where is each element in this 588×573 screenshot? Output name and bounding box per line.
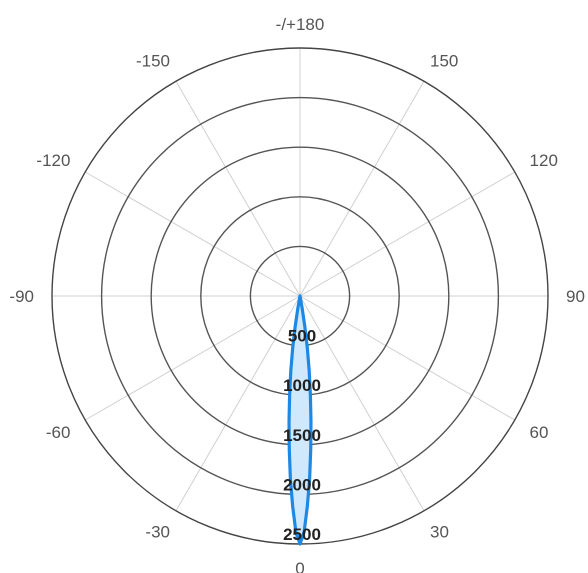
- angle-tick-label: 0: [295, 559, 304, 573]
- angle-tick-label: 150: [430, 51, 458, 70]
- radial-tick-label: 2000: [283, 475, 321, 494]
- spoke-5: [299, 295, 425, 512]
- angle-tick-label: 90: [566, 287, 585, 306]
- angle-tick-label: 30: [430, 523, 449, 542]
- angle-tick-label: -30: [145, 523, 170, 542]
- series-layer: [287, 294, 313, 546]
- spoke-11: [175, 80, 301, 297]
- spoke-2: [299, 171, 516, 297]
- angle-tick-label: -90: [9, 287, 34, 306]
- spoke-4: [299, 295, 516, 421]
- angle-tick-label: 60: [530, 423, 549, 442]
- radial-tick-label: 1000: [283, 376, 321, 395]
- radial-tick-label: 2500: [283, 525, 321, 544]
- spoke-10: [84, 171, 301, 297]
- angle-tick-label: 120: [530, 151, 558, 170]
- angle-tick-label: -/+180: [276, 15, 325, 34]
- angle-tick-label: -120: [36, 151, 70, 170]
- angle-tick-label: -150: [136, 51, 170, 70]
- spoke-1: [299, 80, 425, 297]
- spoke-8: [84, 295, 301, 421]
- radial-tick-label: 1500: [283, 426, 321, 445]
- angle-tick-label: -60: [46, 423, 71, 442]
- series-0-lobe: [287, 294, 313, 546]
- spoke-7: [175, 295, 301, 512]
- label-layer: -/+180 150 120 90 60 30 0 -30 -60 -90 -120 -150 500 1…: [9, 15, 585, 573]
- polar-grid: [51, 47, 549, 545]
- radial-tick-label: 500: [288, 327, 316, 346]
